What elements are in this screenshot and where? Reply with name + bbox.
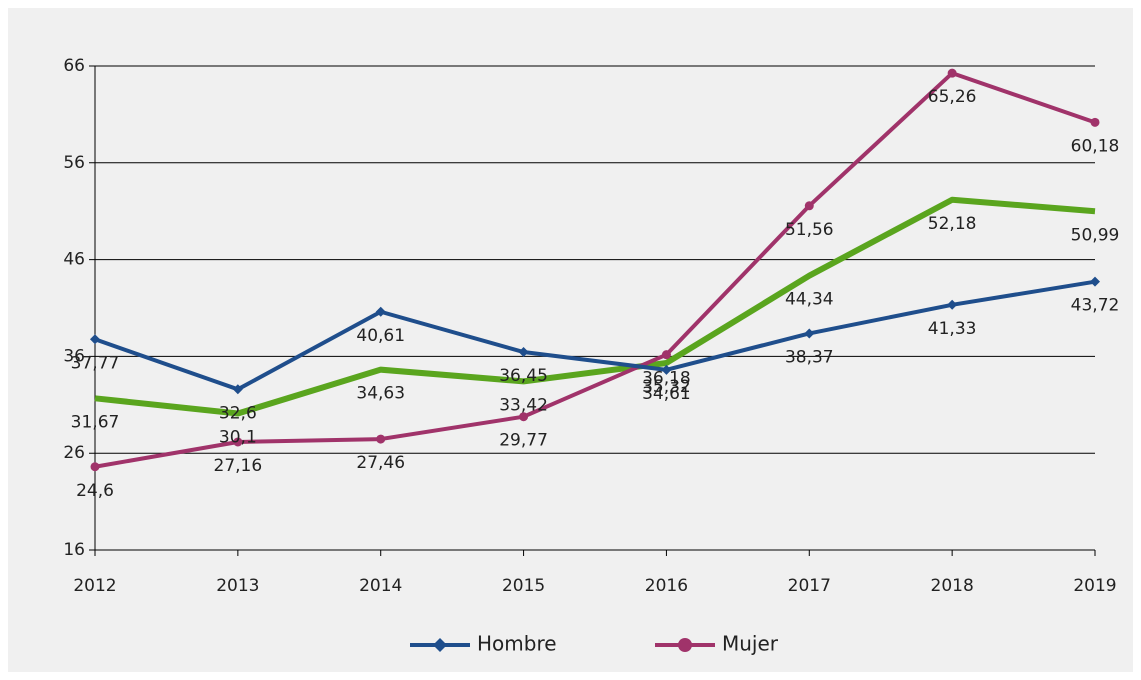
y-tick-label: 26 xyxy=(63,443,85,463)
x-tick-label: 2015 xyxy=(502,576,545,596)
data-label: 37,77 xyxy=(71,353,120,373)
series-line xyxy=(94,71,1096,469)
data-label: 43,72 xyxy=(1071,296,1120,316)
y-tick-label: 56 xyxy=(63,153,85,173)
point xyxy=(947,68,957,78)
point xyxy=(232,384,243,395)
point xyxy=(661,364,672,375)
point xyxy=(1090,276,1100,287)
data-label: 30,1 xyxy=(219,428,257,448)
legend-marker xyxy=(678,638,692,652)
x-tick-label: 2019 xyxy=(1073,576,1116,596)
legend-label: Hombre xyxy=(477,632,557,656)
point xyxy=(90,462,100,472)
x-tick-label: 2013 xyxy=(216,576,259,596)
data-label: 24,6 xyxy=(76,481,114,501)
data-label: 35,32 xyxy=(642,377,691,397)
point xyxy=(804,201,814,211)
point xyxy=(375,306,386,317)
series-line xyxy=(94,279,1096,392)
point xyxy=(661,350,671,360)
data-label: 33,42 xyxy=(499,395,548,415)
data-label: 34,63 xyxy=(356,384,405,404)
point xyxy=(947,299,958,310)
series-line xyxy=(94,196,1096,417)
x-tick-label: 2012 xyxy=(73,576,116,596)
x-tick-label: 2018 xyxy=(931,576,974,596)
data-label: 29,77 xyxy=(499,431,548,451)
data-label: 36,45 xyxy=(499,366,548,386)
data-label: 50,99 xyxy=(1071,225,1120,245)
data-label: 51,56 xyxy=(785,220,834,240)
point xyxy=(376,434,386,444)
point xyxy=(233,437,243,447)
y-tick-label: 46 xyxy=(63,250,85,270)
data-label: 40,61 xyxy=(356,326,405,346)
data-label: 44,34 xyxy=(785,290,834,310)
chart-background xyxy=(8,8,1133,672)
y-tick-label: 66 xyxy=(63,56,85,76)
y-tick-label: 16 xyxy=(63,540,85,560)
point xyxy=(90,334,100,345)
data-label: 36,18 xyxy=(642,369,691,389)
data-label: 31,67 xyxy=(71,412,120,432)
data-label: 27,16 xyxy=(214,456,263,476)
point xyxy=(804,328,815,339)
data-label: 41,33 xyxy=(928,319,977,339)
point xyxy=(519,412,529,422)
y-tick-label: 36 xyxy=(63,346,85,366)
data-label: 52,18 xyxy=(928,214,977,234)
x-tick-label: 2014 xyxy=(359,576,402,596)
data-label: 60,18 xyxy=(1071,136,1120,156)
x-tick-label: 2016 xyxy=(645,576,688,596)
point xyxy=(518,347,529,358)
legend-label: Mujer xyxy=(722,632,779,656)
data-label: 38,37 xyxy=(785,347,834,367)
data-label: 32,6 xyxy=(219,403,257,423)
data-label: 27,46 xyxy=(356,453,405,473)
legend-marker xyxy=(433,638,447,652)
data-label: 34,61 xyxy=(642,384,691,404)
data-label: 65,26 xyxy=(928,87,977,107)
x-tick-label: 2017 xyxy=(788,576,831,596)
point xyxy=(1090,117,1100,127)
